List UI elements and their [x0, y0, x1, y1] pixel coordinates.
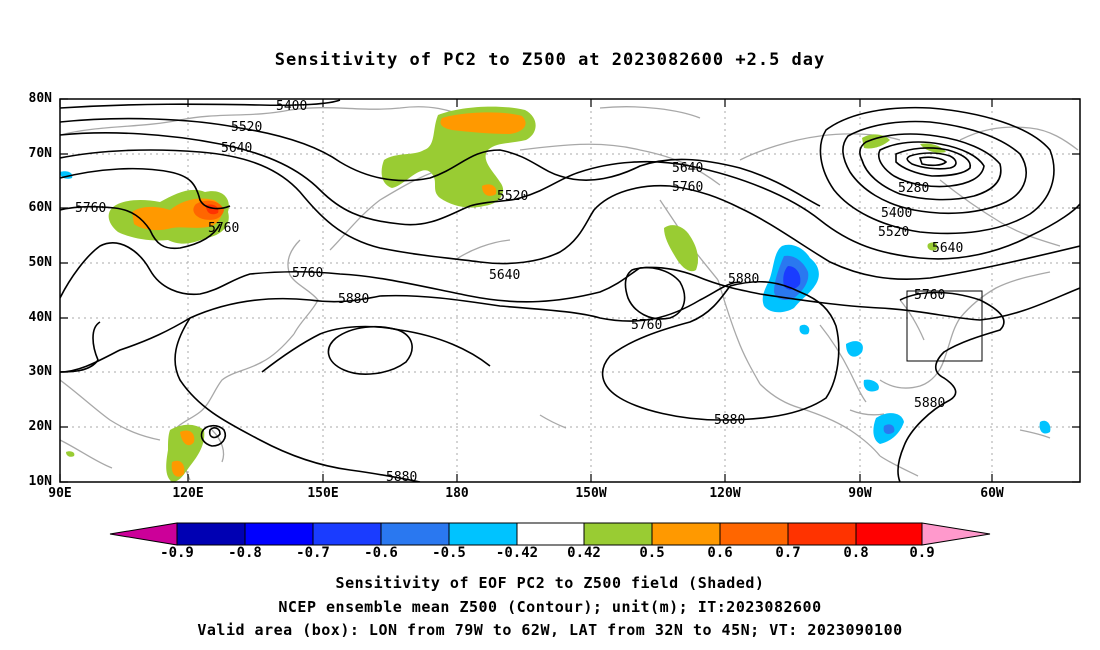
valid-area-box — [906, 290, 983, 362]
lat-label: 20N — [28, 419, 52, 434]
colorbar-cell — [312, 522, 382, 546]
map-frame — [59, 98, 1081, 483]
lat-label: 30N — [28, 364, 52, 379]
colorbar-label: 0.9 — [909, 545, 935, 561]
caption-valid-area: Valid area (box): LON from 79W to 62W, L… — [197, 621, 903, 639]
axis-ticks — [59, 98, 1080, 483]
coastlines — [60, 106, 1079, 481]
colorbar-label: 0.6 — [707, 545, 733, 561]
lon-label: 60W — [980, 486, 1004, 501]
contour-label: 5880 — [728, 272, 759, 287]
colorbar — [109, 522, 991, 546]
colorbar-label: -0.7 — [296, 545, 330, 561]
colorbar-label: -0.9 — [160, 545, 194, 561]
contour-label: 5880 — [714, 413, 745, 428]
contour-label: 5400 — [881, 206, 912, 221]
lat-label: 70N — [28, 146, 52, 161]
colorbar-cell — [787, 522, 857, 546]
colorbar-cell — [719, 522, 789, 546]
colorbar-cell — [448, 522, 518, 546]
colorbar-label: 0.5 — [639, 545, 665, 561]
contour-label: 5760 — [75, 201, 106, 216]
contour-label: 5520 — [497, 189, 528, 204]
contour-label: 5400 — [276, 99, 307, 114]
colorbar-cell — [921, 522, 991, 546]
colorbar-cell — [583, 522, 653, 546]
lon-label: 150W — [575, 486, 607, 501]
contour-label: 5640 — [932, 241, 963, 256]
colorbar-cell — [176, 522, 246, 546]
contour-label: 5760 — [292, 266, 323, 281]
contour-label: 5880 — [914, 396, 945, 411]
contour-label: 5760 — [631, 318, 662, 333]
colorbar-label: -0.42 — [495, 545, 539, 561]
lon-label: 150E — [307, 486, 339, 501]
colorbar-cell — [516, 522, 585, 546]
lon-label: 90E — [48, 486, 72, 501]
contour-label: 5640 — [672, 161, 703, 176]
z500-contours — [60, 99, 1080, 482]
contour-label: 5520 — [231, 120, 262, 135]
colorbar-label: -0.6 — [364, 545, 398, 561]
shading-negative — [60, 171, 1051, 444]
shading-positive — [66, 106, 946, 482]
contour-label: 5280 — [898, 181, 929, 196]
lon-label: 120W — [709, 486, 741, 501]
lon-label: 120E — [172, 486, 204, 501]
contour-label: 5520 — [878, 225, 909, 240]
lat-label: 40N — [28, 310, 52, 325]
contour-label: 5880 — [338, 292, 369, 307]
colorbar-label: -0.5 — [432, 545, 466, 561]
contour-label: 5640 — [221, 141, 252, 156]
caption-shading: Sensitivity of EOF PC2 to Z500 field (Sh… — [335, 574, 765, 592]
colorbar-cell — [380, 522, 450, 546]
lat-label: 50N — [28, 255, 52, 270]
colorbar-cell — [651, 522, 721, 546]
colorbar-cell — [109, 522, 178, 546]
lat-label: 60N — [28, 200, 52, 215]
colorbar-label: -0.8 — [228, 545, 262, 561]
colorbar-label: 0.8 — [843, 545, 869, 561]
lon-label: 180 — [445, 486, 469, 501]
contour-label: 5760 — [914, 288, 945, 303]
contour-labels: 5400 5520 5640 5760 5760 5760 5880 5640 … — [75, 99, 963, 485]
contour-label: 5880 — [386, 470, 417, 485]
colorbar-label: 0.42 — [567, 545, 601, 561]
plot-title: Sensitivity of PC2 to Z500 at 2023082600… — [274, 50, 826, 70]
colorbar-label: 0.7 — [775, 545, 801, 561]
caption-contour: NCEP ensemble mean Z500 (Contour); unit(… — [278, 598, 822, 616]
lon-label: 90W — [848, 486, 872, 501]
contour-label: 5760 — [208, 221, 239, 236]
lat-label: 80N — [28, 91, 52, 106]
graticule — [60, 99, 1080, 482]
colorbar-cell — [855, 522, 923, 546]
contour-label: 5640 — [489, 268, 520, 283]
contour-label: 5760 — [672, 180, 703, 195]
colorbar-cell — [244, 522, 314, 546]
lat-label: 10N — [28, 474, 52, 489]
